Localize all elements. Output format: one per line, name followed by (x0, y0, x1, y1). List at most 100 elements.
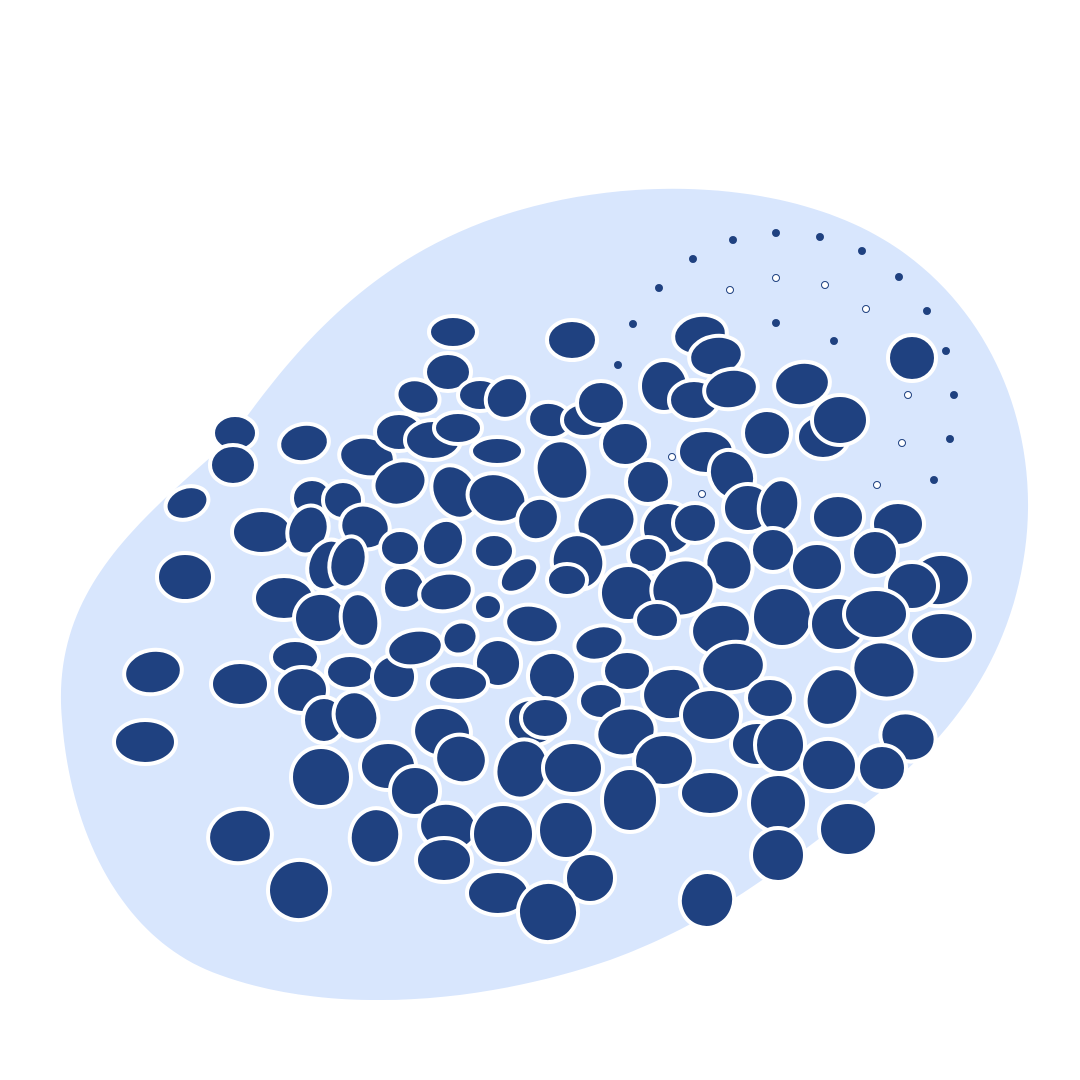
cell (155, 551, 215, 603)
cell (677, 870, 737, 930)
dot (689, 255, 697, 263)
cell (702, 366, 760, 412)
cell (747, 772, 809, 834)
cell (414, 836, 474, 884)
cell (266, 857, 332, 923)
cell (371, 458, 429, 508)
cell (810, 493, 866, 541)
cell (772, 359, 832, 409)
dot (772, 229, 780, 237)
dot (816, 233, 824, 241)
cell (338, 591, 382, 649)
cell (433, 732, 489, 786)
cell (545, 318, 599, 362)
cell (541, 740, 605, 796)
cell (810, 393, 870, 447)
hollow-dot (668, 453, 676, 461)
hollow-dot (772, 274, 780, 282)
cell (394, 377, 442, 417)
cell (432, 410, 484, 446)
cell (753, 715, 807, 775)
cell (545, 562, 589, 598)
cell (419, 517, 467, 569)
cell (744, 676, 796, 720)
cell (886, 333, 938, 383)
cell (749, 826, 807, 884)
cell (699, 639, 767, 695)
cell (850, 639, 918, 701)
cell (789, 541, 845, 593)
cell (749, 526, 797, 574)
cell (423, 351, 473, 393)
dot (946, 435, 954, 443)
hollow-dot (898, 439, 906, 447)
hollow-dot (904, 391, 912, 399)
dot (614, 361, 622, 369)
hollow-dot (821, 281, 829, 289)
cell (440, 619, 480, 657)
cell (817, 800, 879, 858)
cell (472, 592, 504, 622)
dot (950, 391, 958, 399)
cell (563, 851, 617, 905)
cell (526, 650, 578, 702)
cell (850, 528, 900, 578)
cell (122, 647, 184, 697)
cell (472, 532, 516, 570)
dot (629, 320, 637, 328)
cell (750, 585, 814, 649)
hollow-dot (873, 481, 881, 489)
cell (112, 718, 178, 766)
dot (942, 347, 950, 355)
cell (230, 508, 294, 556)
cells (112, 312, 976, 944)
cell (347, 806, 403, 866)
cell (378, 528, 422, 568)
cell (497, 555, 541, 595)
cell (842, 587, 910, 641)
dot (830, 337, 838, 345)
cell (483, 375, 531, 421)
cell (671, 501, 719, 545)
cell (572, 623, 626, 663)
cell (469, 435, 525, 467)
dot (930, 476, 938, 484)
cell (206, 806, 274, 866)
cell (632, 731, 696, 789)
cell (516, 880, 580, 944)
cell (327, 534, 369, 590)
small-dots (614, 229, 958, 498)
cell (599, 420, 651, 468)
hollow-dot (698, 490, 706, 498)
cell (289, 745, 353, 809)
cell (427, 314, 479, 350)
dot (858, 247, 866, 255)
cell (470, 802, 536, 866)
dot (655, 284, 663, 292)
hollow-dot (862, 305, 870, 313)
cell (388, 764, 442, 818)
cell (803, 666, 861, 728)
cell (426, 663, 490, 703)
cell (600, 766, 660, 834)
cell (163, 484, 211, 522)
cell (277, 421, 331, 465)
cell (678, 769, 742, 817)
cell (908, 610, 976, 662)
cell (601, 649, 653, 693)
cell (856, 743, 908, 793)
cell (533, 438, 591, 502)
cell (624, 458, 672, 506)
hollow-dot (726, 286, 734, 294)
cell (503, 602, 561, 646)
cell (324, 653, 376, 691)
cell (536, 799, 596, 861)
cell (679, 687, 743, 743)
dot (923, 307, 931, 315)
cell (417, 570, 475, 614)
cell (209, 660, 271, 708)
cell (208, 443, 258, 487)
dot (895, 273, 903, 281)
dot (772, 319, 780, 327)
